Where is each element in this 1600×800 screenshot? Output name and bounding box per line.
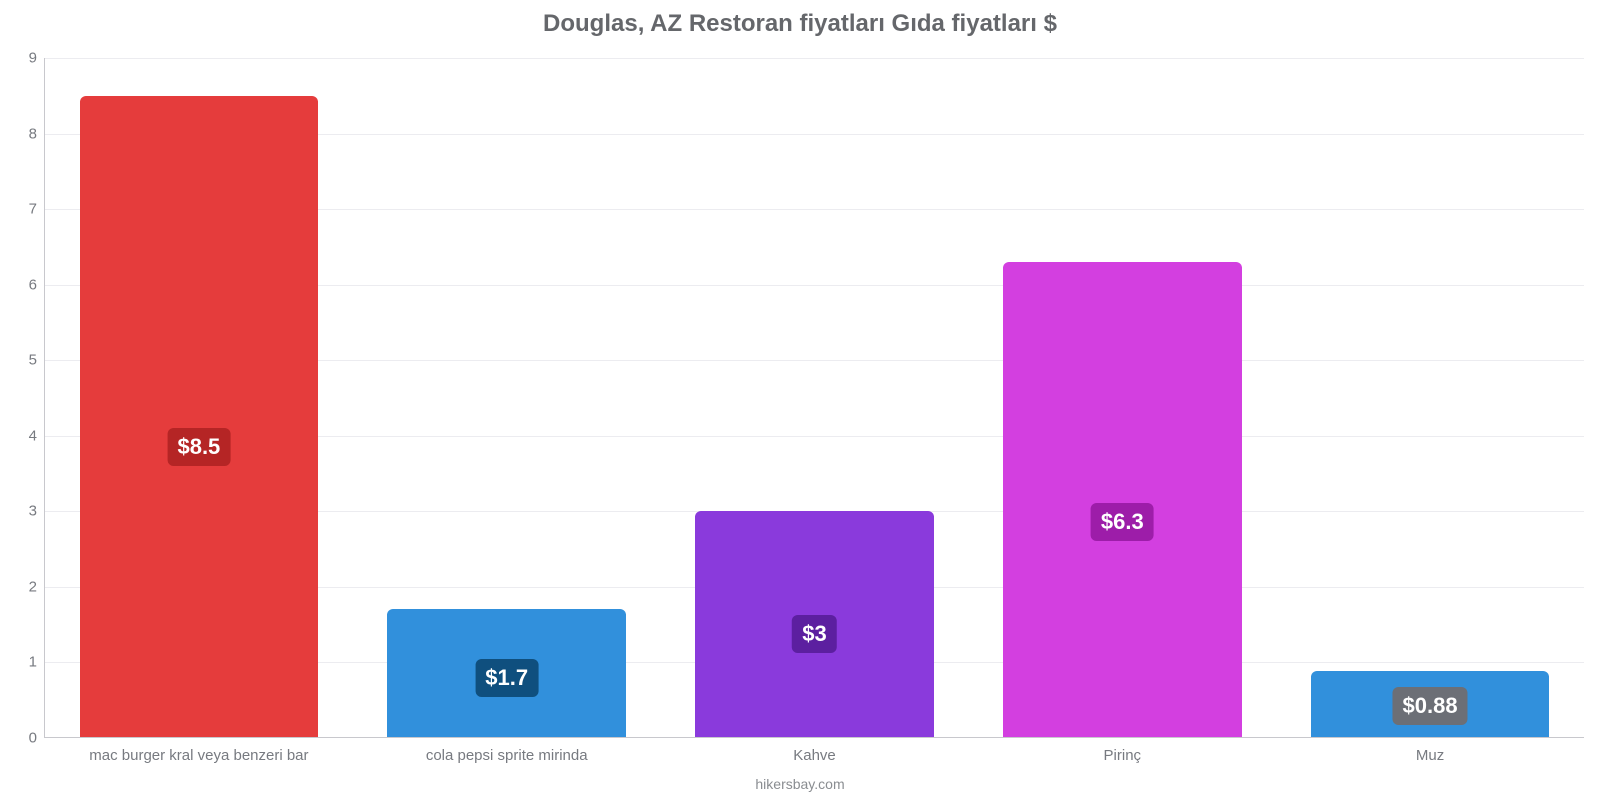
bar: $3 <box>695 511 934 737</box>
x-tick-label: Kahve <box>793 737 836 764</box>
y-tick-label: 0 <box>29 730 45 747</box>
y-tick-label: 5 <box>29 352 45 369</box>
x-tick-label: mac burger kral veya benzeri bar <box>89 737 308 764</box>
bar-value-label: $3 <box>792 615 836 653</box>
bar-value-label: $8.5 <box>167 428 230 466</box>
x-tick-label: cola pepsi sprite mirinda <box>426 737 588 764</box>
y-tick-label: 9 <box>29 50 45 67</box>
bar: $8.5 <box>80 96 319 737</box>
price-bar-chart: Douglas, AZ Restoran fiyatları Gıda fiya… <box>0 0 1600 800</box>
y-tick-label: 1 <box>29 654 45 671</box>
plot-area: mac burger kral veya benzeri barcola pep… <box>44 58 1584 738</box>
gridline <box>45 58 1584 59</box>
y-tick-label: 6 <box>29 276 45 293</box>
bar: $0.88 <box>1311 671 1550 737</box>
chart-title: Douglas, AZ Restoran fiyatları Gıda fiya… <box>0 0 1600 38</box>
y-tick-label: 3 <box>29 503 45 520</box>
bar-value-label: $0.88 <box>1393 687 1468 725</box>
y-tick-label: 4 <box>29 427 45 444</box>
y-tick-label: 2 <box>29 578 45 595</box>
y-tick-label: 7 <box>29 201 45 218</box>
x-tick-label: Pirinç <box>1104 737 1142 764</box>
y-tick-label: 8 <box>29 125 45 142</box>
bar: $1.7 <box>387 609 626 737</box>
x-tick-label: Muz <box>1416 737 1444 764</box>
bar-value-label: $1.7 <box>475 659 538 697</box>
bar: $6.3 <box>1003 262 1242 737</box>
bar-value-label: $6.3 <box>1091 503 1154 541</box>
chart-credit: hikersbay.com <box>0 776 1600 792</box>
